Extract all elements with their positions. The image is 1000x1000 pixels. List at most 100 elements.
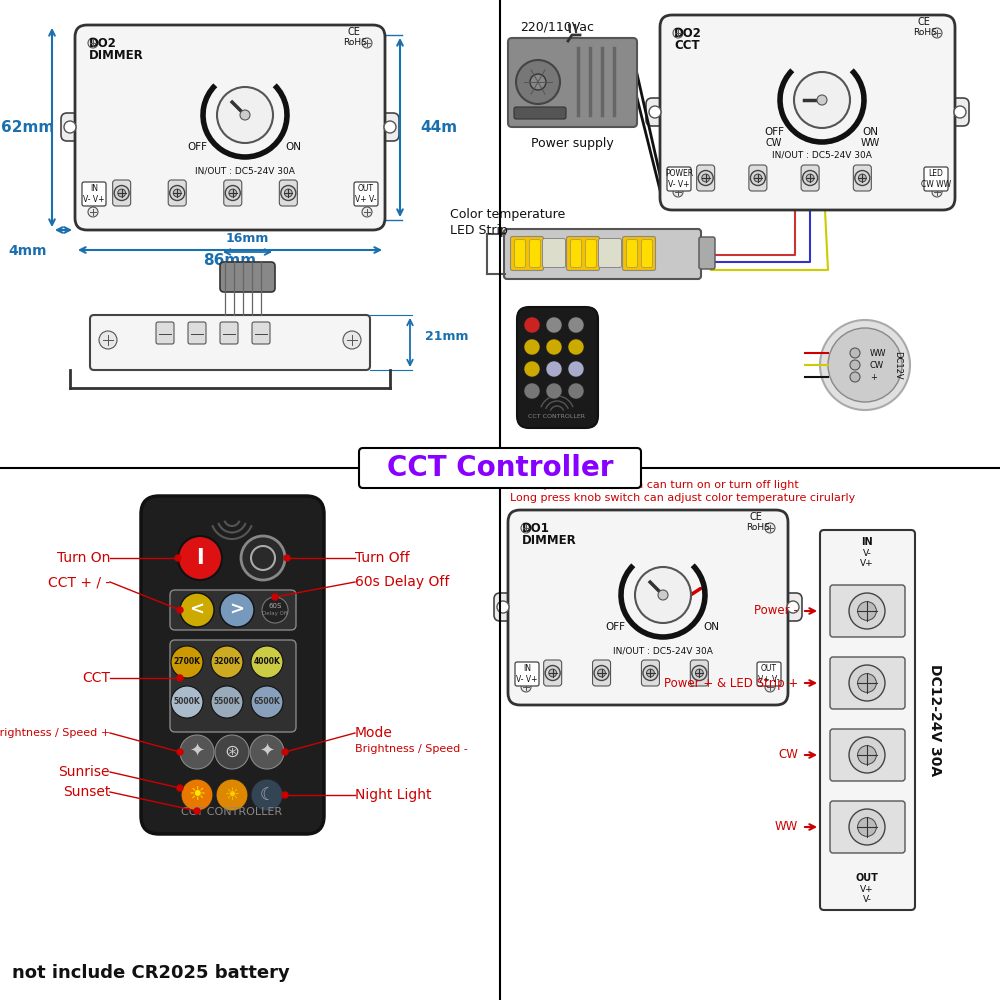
Circle shape — [177, 749, 183, 755]
Circle shape — [858, 602, 876, 620]
Text: DO2: DO2 — [89, 37, 117, 50]
FancyBboxPatch shape — [830, 585, 905, 637]
Circle shape — [180, 735, 214, 769]
Text: Turn Off: Turn Off — [355, 551, 410, 565]
Circle shape — [673, 187, 683, 197]
Circle shape — [282, 749, 288, 755]
FancyBboxPatch shape — [801, 165, 819, 191]
FancyBboxPatch shape — [252, 322, 270, 344]
FancyBboxPatch shape — [515, 240, 525, 267]
Circle shape — [598, 669, 605, 677]
Text: 5500K: 5500K — [214, 698, 240, 706]
Text: POWER
V- V+: POWER V- V+ — [665, 169, 693, 189]
Circle shape — [754, 174, 762, 182]
Text: 2700K: 2700K — [174, 658, 200, 666]
Text: CCT Controller: CCT Controller — [387, 454, 613, 482]
FancyBboxPatch shape — [381, 113, 399, 141]
Text: Power -: Power - — [754, 604, 798, 617]
Text: OFF: OFF — [764, 127, 784, 137]
Circle shape — [516, 60, 560, 104]
FancyBboxPatch shape — [641, 660, 659, 686]
Circle shape — [673, 28, 683, 38]
Text: 4000K: 4000K — [254, 658, 280, 666]
Text: +: + — [870, 372, 877, 381]
Text: 60s Delay Off: 60s Delay Off — [355, 575, 449, 589]
FancyBboxPatch shape — [646, 98, 664, 126]
Circle shape — [858, 674, 876, 692]
Text: 62mm: 62mm — [1, 119, 55, 134]
FancyBboxPatch shape — [924, 167, 948, 191]
Text: RoHS: RoHS — [913, 28, 937, 37]
Text: RoHS: RoHS — [746, 523, 770, 532]
Text: CCT: CCT — [674, 39, 700, 52]
Circle shape — [643, 666, 658, 680]
Text: WW: WW — [860, 138, 880, 148]
FancyBboxPatch shape — [627, 240, 637, 267]
FancyBboxPatch shape — [853, 165, 871, 191]
Circle shape — [698, 170, 713, 186]
Text: V+: V+ — [860, 886, 874, 894]
Circle shape — [568, 317, 584, 333]
Circle shape — [750, 170, 765, 186]
Circle shape — [545, 666, 560, 680]
FancyBboxPatch shape — [566, 236, 600, 270]
Circle shape — [546, 383, 562, 399]
FancyBboxPatch shape — [220, 322, 238, 344]
Text: IN/OUT : DC5-24V 30A: IN/OUT : DC5-24V 30A — [772, 151, 872, 160]
Text: ON: ON — [285, 142, 301, 152]
FancyBboxPatch shape — [156, 322, 174, 344]
FancyBboxPatch shape — [820, 530, 915, 910]
Text: 44m: 44m — [420, 119, 457, 134]
FancyBboxPatch shape — [699, 237, 715, 269]
Text: IN/OUT : DC5-24V 30A: IN/OUT : DC5-24V 30A — [195, 166, 295, 175]
Circle shape — [817, 95, 827, 105]
Text: Brightness / Speed +: Brightness / Speed + — [0, 728, 110, 738]
Circle shape — [702, 174, 710, 182]
Text: IN
V- V+: IN V- V+ — [83, 184, 105, 204]
FancyBboxPatch shape — [508, 510, 788, 705]
FancyBboxPatch shape — [544, 660, 562, 686]
FancyBboxPatch shape — [141, 496, 324, 834]
Circle shape — [850, 348, 860, 358]
Circle shape — [251, 686, 283, 718]
Text: 21mm: 21mm — [425, 330, 468, 343]
Circle shape — [114, 186, 129, 200]
Text: OFF: OFF — [187, 142, 207, 152]
Circle shape — [850, 360, 860, 370]
Circle shape — [594, 666, 609, 680]
Circle shape — [524, 339, 540, 355]
FancyBboxPatch shape — [784, 593, 802, 621]
Text: Sunrise: Sunrise — [58, 765, 110, 779]
FancyBboxPatch shape — [749, 165, 767, 191]
FancyBboxPatch shape — [830, 801, 905, 853]
Circle shape — [803, 170, 818, 186]
Circle shape — [217, 87, 273, 143]
Text: ON: ON — [703, 622, 719, 632]
FancyBboxPatch shape — [82, 182, 106, 206]
Text: CW: CW — [766, 138, 782, 148]
Circle shape — [180, 593, 214, 627]
FancyBboxPatch shape — [188, 322, 206, 344]
FancyBboxPatch shape — [359, 448, 641, 488]
Text: DO1: DO1 — [522, 522, 550, 535]
FancyBboxPatch shape — [830, 729, 905, 781]
Text: WW: WW — [870, 349, 887, 358]
Circle shape — [635, 567, 691, 623]
Text: V-: V- — [863, 548, 871, 558]
FancyBboxPatch shape — [168, 180, 186, 206]
FancyBboxPatch shape — [951, 98, 969, 126]
Text: OUT
V+ V-: OUT V+ V- — [355, 184, 377, 204]
Text: <: < — [190, 601, 205, 619]
Text: Delay Off: Delay Off — [262, 610, 288, 615]
Circle shape — [765, 682, 775, 692]
FancyBboxPatch shape — [494, 593, 512, 621]
FancyBboxPatch shape — [61, 113, 79, 141]
Circle shape — [850, 372, 860, 382]
Circle shape — [282, 792, 288, 798]
Circle shape — [855, 170, 870, 186]
Circle shape — [177, 785, 183, 791]
Circle shape — [765, 523, 775, 533]
Circle shape — [521, 682, 531, 692]
Circle shape — [849, 593, 885, 629]
Text: CE: CE — [750, 512, 763, 522]
